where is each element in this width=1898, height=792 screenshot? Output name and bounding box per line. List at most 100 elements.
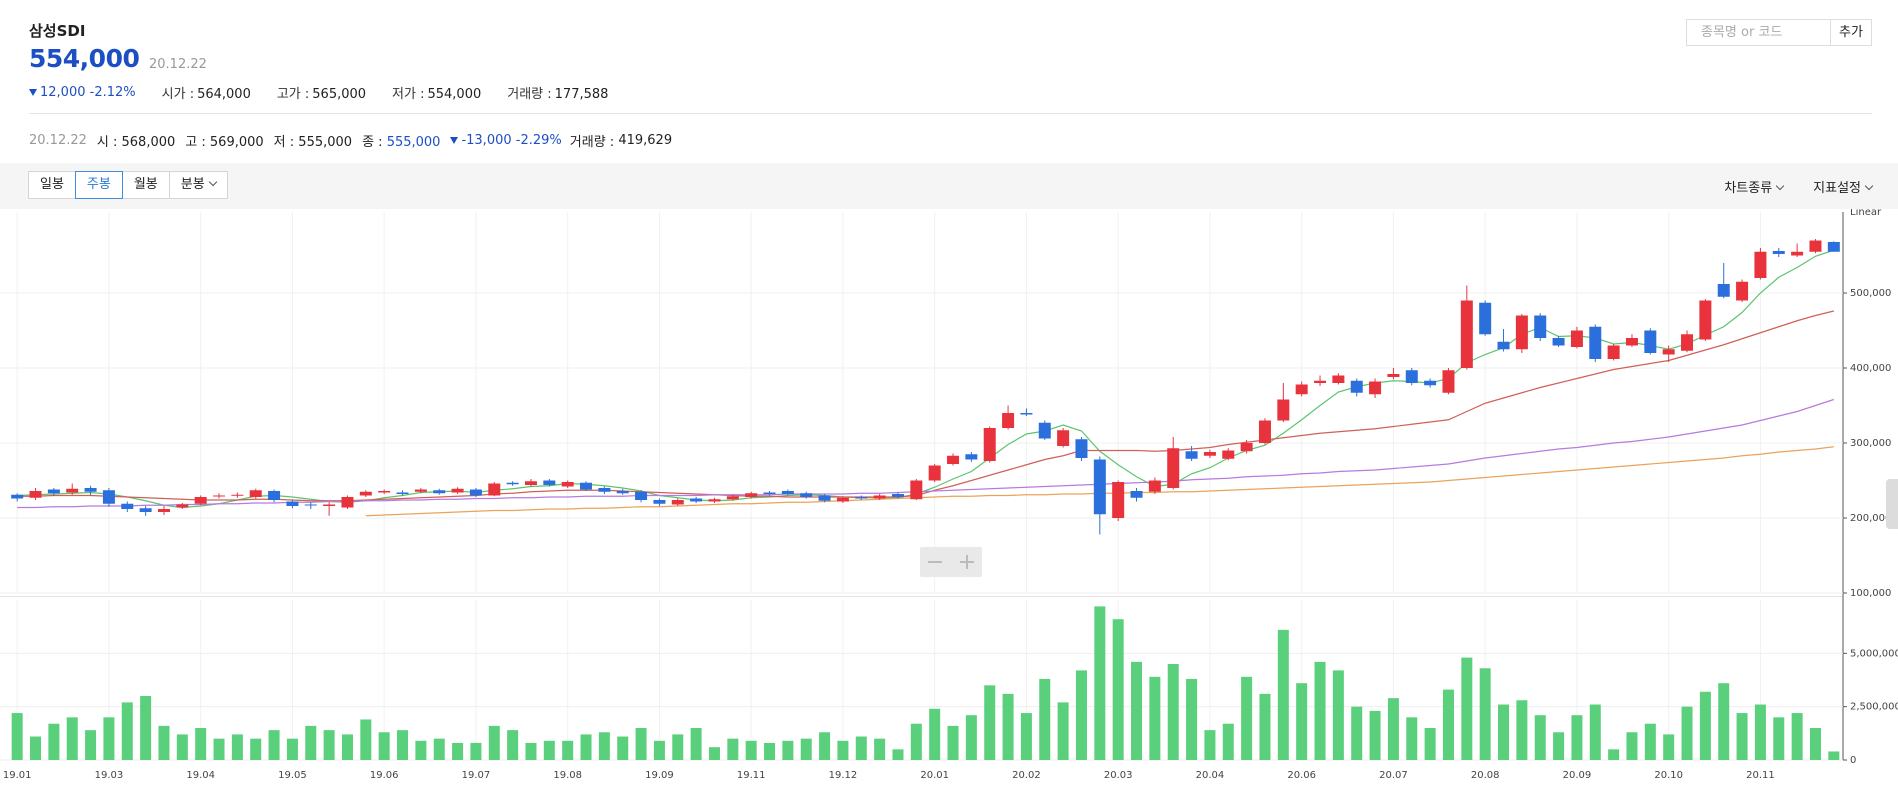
candle-body xyxy=(1809,240,1822,252)
candle-body xyxy=(176,504,189,508)
x-tick-label: 20.07 xyxy=(1379,770,1408,781)
candle-body xyxy=(580,482,593,490)
divider xyxy=(29,113,1872,114)
candle-body xyxy=(268,491,281,500)
volume-bar xyxy=(1461,657,1473,760)
volume-bar xyxy=(1387,698,1399,760)
x-tick-label: 19.08 xyxy=(553,770,582,781)
volume-bar xyxy=(286,738,298,760)
candle-body xyxy=(800,493,813,497)
period-button[interactable]: 월봉 xyxy=(121,171,170,199)
side-handle[interactable] xyxy=(1886,479,1898,529)
info-item: 시 : 568,000 xyxy=(97,131,175,150)
x-tick-label: 19.05 xyxy=(278,770,307,781)
volume-bar xyxy=(11,713,23,760)
candle-body xyxy=(1093,459,1106,515)
candle-body xyxy=(29,491,42,498)
volume-bar xyxy=(635,728,647,760)
search-input[interactable]: 종목명 or 코드 xyxy=(1686,19,1831,46)
volume-bar xyxy=(1663,734,1675,760)
candle-body xyxy=(1203,452,1216,456)
moving-average-line xyxy=(17,310,1834,502)
info-items: 시 : 568,000 고 : 569,000 저 : 555,000 종 : 555… xyxy=(97,131,451,150)
volume-bar xyxy=(1516,700,1528,760)
candle-body xyxy=(1387,374,1400,377)
candle-body xyxy=(378,491,391,493)
zoom-bg xyxy=(920,547,982,577)
period-buttons: 일봉 주봉 월봉 분봉 xyxy=(28,171,228,199)
candle-body xyxy=(396,492,409,494)
x-tick-label: 20.01 xyxy=(920,770,949,781)
volume-bar xyxy=(231,734,243,760)
candle-body xyxy=(469,489,482,496)
volume-bar xyxy=(1773,717,1785,760)
volume-bar xyxy=(1369,710,1381,760)
volume-bar xyxy=(470,742,482,760)
volume-bar xyxy=(195,728,207,760)
volume-bar xyxy=(305,725,317,760)
volume-bar xyxy=(1259,693,1271,760)
volume-bar xyxy=(1626,732,1638,760)
candle-body xyxy=(708,499,721,502)
candle-body xyxy=(524,481,537,485)
volume-bar xyxy=(1571,715,1583,760)
volume-bar xyxy=(103,717,115,760)
candle-body xyxy=(781,491,794,494)
volume-bar xyxy=(1754,704,1766,760)
candle-body xyxy=(1222,450,1235,459)
candle-body xyxy=(1167,448,1180,488)
volume-bar xyxy=(874,738,886,760)
toolbar: 일봉 주봉 월봉 분봉 차트종류 지표설정 xyxy=(0,163,1898,209)
candle-body xyxy=(1185,451,1198,459)
period-button[interactable]: 분봉 xyxy=(168,171,228,199)
menu-button[interactable]: 차트종류 xyxy=(1724,177,1783,196)
stock-name: 삼성SDI xyxy=(29,22,86,40)
volume-bar xyxy=(66,717,78,760)
x-tick-label: 20.10 xyxy=(1654,770,1683,781)
info-item: 고 : 569,000 xyxy=(185,131,263,150)
menu-button[interactable]: 지표설정 xyxy=(1813,177,1872,196)
volume-bar xyxy=(727,738,739,760)
candle-body xyxy=(1002,413,1015,428)
volume-bar xyxy=(892,749,904,760)
info-value: 569,000 xyxy=(209,135,264,150)
stat-value: 564,000 xyxy=(197,87,251,102)
info-volume: 419,629 xyxy=(618,133,673,148)
candle-body xyxy=(323,504,336,506)
x-tick-label: 19.01 xyxy=(3,770,32,781)
info-item: 종 : 555,000 xyxy=(362,131,440,150)
volume-bar xyxy=(580,734,592,760)
candle-body xyxy=(1662,349,1675,355)
candle-body xyxy=(1497,341,1510,350)
zoom-control xyxy=(920,547,982,577)
candle-body xyxy=(1057,430,1070,446)
period-button[interactable]: 일봉 xyxy=(28,171,76,199)
candle-body xyxy=(66,488,79,493)
volume-bar xyxy=(1075,670,1087,760)
volume-bar xyxy=(819,732,831,760)
volume-bar xyxy=(965,715,977,760)
period-button[interactable]: 주봉 xyxy=(74,171,123,199)
summary-row: 12,000 -2.12% 시가 :564,000 고가 :565,000 저가 :… xyxy=(29,83,608,102)
candle-body xyxy=(598,488,611,492)
volume-bar xyxy=(1424,728,1436,760)
volume-bar xyxy=(984,685,996,760)
candle-body xyxy=(249,490,262,497)
volume-bar xyxy=(1094,606,1106,760)
candle-body xyxy=(1350,380,1363,393)
volume-bar xyxy=(617,736,629,760)
candle-body xyxy=(1827,242,1840,252)
volume-bar xyxy=(1351,706,1363,760)
add-button[interactable]: 추가 xyxy=(1830,19,1872,46)
candle-body xyxy=(965,454,978,460)
volume-bar xyxy=(929,708,941,760)
candle-body xyxy=(1570,330,1583,347)
volume-bar xyxy=(1020,713,1032,760)
down-arrow xyxy=(29,89,37,96)
candle-body xyxy=(983,428,996,461)
candle-body xyxy=(1112,482,1125,518)
volume-bar xyxy=(30,736,42,760)
candle-body xyxy=(506,482,519,485)
stat: 거래량 :177,588 xyxy=(507,83,608,102)
